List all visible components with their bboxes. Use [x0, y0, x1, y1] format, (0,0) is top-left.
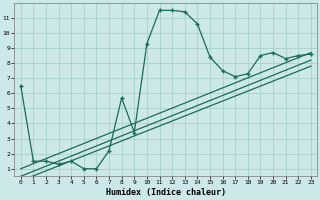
X-axis label: Humidex (Indice chaleur): Humidex (Indice chaleur) [106, 188, 226, 197]
